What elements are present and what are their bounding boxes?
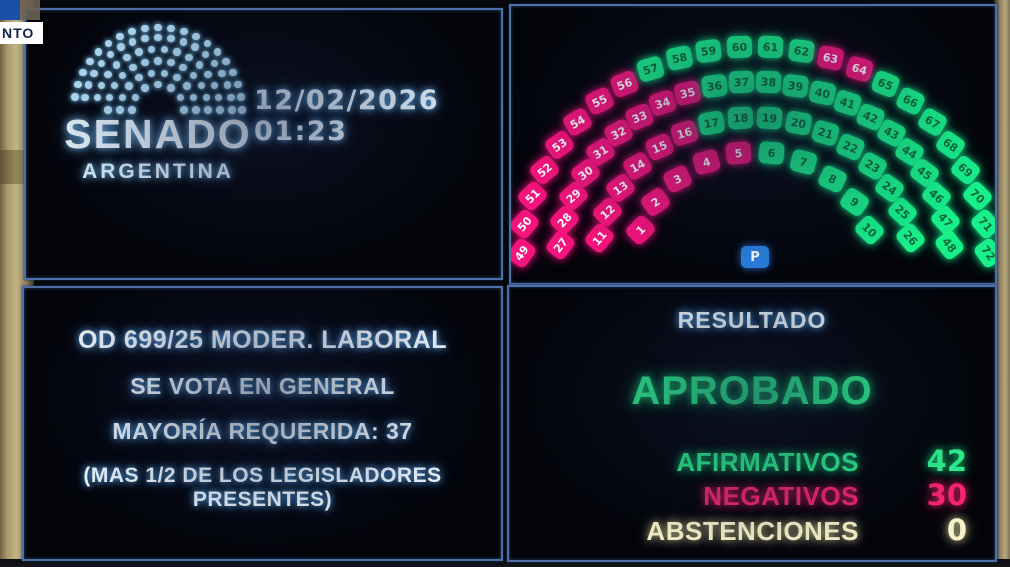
motion-description-panel: OD 699/25 MODER. LABORAL SE VOTA EN GENE… [22, 286, 503, 561]
brand-primary: SENADO [64, 111, 252, 157]
seat-26: 26 [894, 221, 928, 256]
seat-37: 37 [728, 70, 755, 94]
seat-1: 1 [624, 212, 658, 247]
broadcast-chyron: NTO [0, 22, 44, 44]
seat-10: 10 [852, 212, 886, 247]
senate-dome-dots-icon [71, 23, 246, 114]
seat-5: 5 [724, 141, 752, 166]
result-panel: RESULTADO APROBADO AFIRMATIVOS 42 NEGATIVO… [507, 285, 997, 562]
seat-20: 20 [784, 109, 813, 136]
tally-label-abstenciones: ABSTENCIONES [646, 515, 859, 546]
seat-49: 49 [511, 236, 538, 270]
seat-19: 19 [756, 105, 783, 130]
session-datetime: 12/02/2026 01:23 [254, 85, 440, 147]
seat-64: 64 [844, 55, 875, 84]
seat-17: 17 [697, 109, 726, 136]
seat-56: 56 [608, 68, 640, 99]
chyron-tab-icon [0, 0, 20, 20]
seat-66: 66 [894, 85, 927, 117]
seat-9: 9 [837, 185, 872, 218]
hemicycle-panel: 1 2 3 4 5 6 7 8 9 10 11 12 13 14 15 16 17 18 19 20 21 22 23 24 2… [509, 4, 997, 285]
result-verdict: APROBADO [631, 369, 873, 413]
seat-51: 51 [515, 179, 550, 213]
seat-15: 15 [643, 132, 675, 163]
seat-58: 58 [664, 44, 694, 72]
seat-55: 55 [583, 85, 616, 117]
seat-50: 50 [511, 207, 542, 241]
tally-value-negativos: 30 [926, 478, 967, 513]
seat-2: 2 [638, 185, 673, 218]
seat-48: 48 [933, 228, 967, 262]
seat-28: 28 [548, 203, 582, 237]
tally-row-afirmativos: AFIRMATIVOS 42 [509, 443, 967, 478]
seat-3: 3 [661, 163, 694, 194]
tally-row-negativos: NEGATIVOS 30 [509, 478, 967, 513]
vote-tally-list: AFIRMATIVOS 42 NEGATIVOS 30 ABSTENCIONES 0 [509, 443, 995, 548]
bottom-ledge [0, 559, 1010, 567]
seat-61: 61 [757, 35, 784, 59]
tally-label-negativos: NEGATIVOS [703, 481, 859, 512]
logo-clock-panel: SENADO ARGENTINA 12/02/2026 01:23 [24, 8, 503, 280]
seat-65: 65 [870, 68, 902, 99]
seat-63: 63 [816, 44, 846, 72]
motion-required-majority: MAYORÍA REQUERIDA: 37 [112, 418, 413, 445]
hemicycle-seating-chart: 1 2 3 4 5 6 7 8 9 10 11 12 13 14 15 16 17 18 19 20 21 22 23 24 2… [511, 6, 995, 283]
tally-label-afirmativos: AFIRMATIVOS [676, 446, 859, 477]
motion-majority-note: (MAS 1/2 DE LOS LEGISLADORES PRESENTES) [83, 463, 442, 512]
president-seat-badge: P [741, 246, 769, 268]
seat-21: 21 [810, 118, 842, 147]
seat-34: 34 [647, 88, 679, 118]
senate-logo: SENADO ARGENTINA [58, 23, 258, 184]
seat-72: 72 [972, 236, 995, 270]
result-title: RESULTADO [677, 307, 827, 333]
seat-16: 16 [668, 118, 700, 147]
motion-title: OD 699/25 MODER. LABORAL [77, 325, 447, 354]
seat-60: 60 [726, 35, 753, 59]
right-wall [994, 0, 1010, 567]
seat-6: 6 [758, 141, 786, 166]
tally-row-abstenciones: ABSTENCIONES 0 [509, 512, 967, 547]
seat-59: 59 [695, 38, 723, 64]
brand-secondary: ARGENTINA [82, 160, 234, 183]
seat-57: 57 [635, 55, 666, 84]
seat-40: 40 [807, 79, 837, 107]
seat-70: 70 [960, 179, 994, 213]
seat-7: 7 [788, 148, 819, 176]
seat-11: 11 [582, 221, 616, 256]
motion-vote-type: SE VOTA EN GENERAL [130, 373, 395, 400]
seat-18: 18 [727, 105, 754, 130]
seat-36: 36 [700, 73, 729, 99]
seat-39: 39 [781, 73, 810, 99]
seat-71: 71 [968, 207, 995, 241]
seat-38: 38 [755, 70, 782, 94]
seat-35: 35 [673, 79, 703, 107]
seat-4: 4 [691, 148, 722, 176]
seat-8: 8 [816, 163, 849, 194]
seat-62: 62 [787, 38, 815, 64]
tally-value-abstenciones: 0 [946, 512, 967, 547]
tally-value-afirmativos: 42 [926, 443, 967, 478]
chyron-tab-shadow [18, 0, 40, 20]
